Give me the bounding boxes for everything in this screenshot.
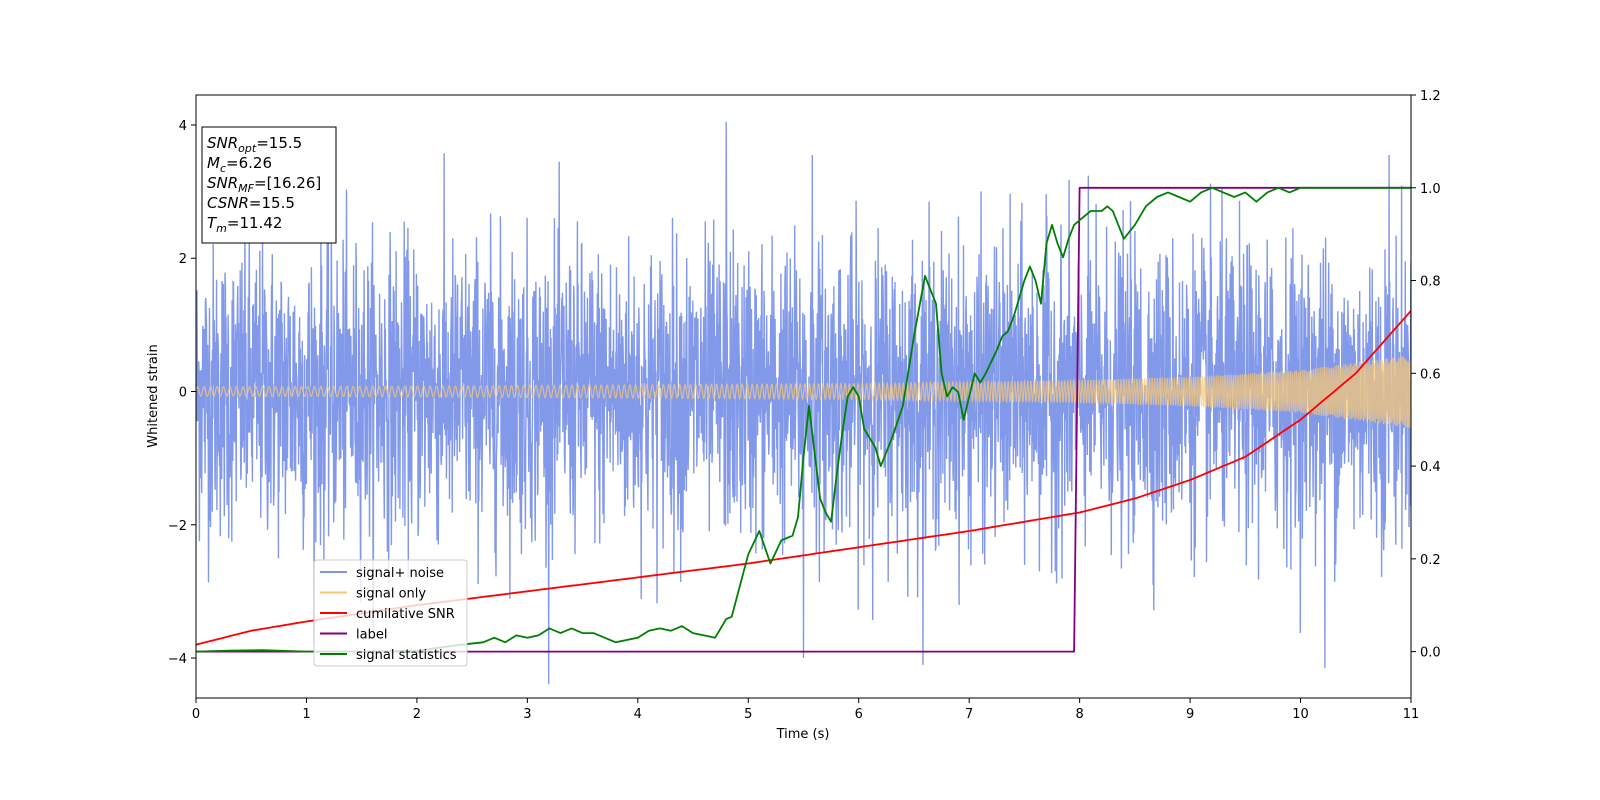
x-tick-label: 9: [1186, 707, 1194, 722]
x-tick-label: 2: [413, 707, 421, 722]
y-tick-label: 4: [179, 119, 187, 134]
y-axis-label: Whitened strain: [146, 344, 161, 447]
x-tick-label: 4: [634, 707, 642, 722]
info-line: CSNR=15.5: [207, 194, 295, 212]
series-label: [196, 186, 1411, 653]
y-tick-label: −4: [168, 652, 187, 667]
info-line: SNRopt=15.5: [207, 134, 302, 155]
y-right-tick-label: 1.0: [1420, 182, 1441, 197]
x-tick-label: 1: [302, 707, 310, 722]
x-tick-label: 11: [1403, 707, 1420, 722]
legend-label: signal only: [356, 587, 426, 602]
x-axis-label: Time (s): [776, 727, 830, 742]
y-tick-label: −2: [168, 519, 187, 534]
legend: signal+ noise signal only cumilative SNR la…: [313, 559, 468, 667]
x-tick-label: 7: [965, 707, 973, 722]
legend-label: cumilative SNR: [356, 607, 455, 622]
info-line: Tm=11.42: [207, 214, 282, 235]
y-right-tick-label: 0.4: [1420, 460, 1441, 475]
x-tick-label: 6: [855, 707, 863, 722]
y-tick-label: 0: [179, 386, 187, 401]
legend-frame: [313, 559, 468, 667]
series-signal-only: [196, 356, 1411, 428]
series-signal-noise: [196, 121, 1411, 685]
legend-entries: signal+ noise signal only cumilative SNR la…: [320, 566, 457, 663]
info-box-frame: [201, 126, 337, 244]
x-tick-label: 5: [744, 707, 752, 722]
x-tick-label: 0: [192, 707, 200, 722]
info-line: Mc=6.26: [207, 154, 272, 175]
axis-ticks: 0 1 2 3 4 5 6 7 8 9 10 11 −4 −2 0 2 4 0.0 0.2 0.4 0.6 0.8 1.0 1…: [168, 89, 1441, 722]
y-right-tick-label: 1.2: [1420, 89, 1441, 104]
info-box-lines: SNRopt=15.5Mc=6.26SNRMF=[16.26]CSNR=15.5…: [207, 134, 321, 235]
y-right-tick-label: 0.8: [1420, 275, 1441, 290]
y-right-tick-label: 0.6: [1420, 367, 1441, 382]
y-right-tick-label: 0.2: [1420, 553, 1441, 568]
legend-label: label: [356, 628, 387, 643]
y-tick-label: 2: [179, 252, 187, 267]
x-tick-label: 8: [1075, 707, 1083, 722]
info-box: SNRopt=15.5Mc=6.26SNRMF=[16.26]CSNR=15.5…: [201, 126, 337, 244]
y-right-tick-label: 0.0: [1420, 646, 1441, 661]
x-tick-label: 10: [1292, 707, 1309, 722]
info-line: SNRMF=[16.26]: [207, 174, 321, 195]
axes-frame: [195, 94, 1412, 699]
series-signal-statistics: [196, 186, 1411, 653]
legend-label: signal statistics: [356, 648, 457, 663]
legend-label: signal+ noise: [356, 566, 444, 581]
x-tick-label: 3: [523, 707, 531, 722]
